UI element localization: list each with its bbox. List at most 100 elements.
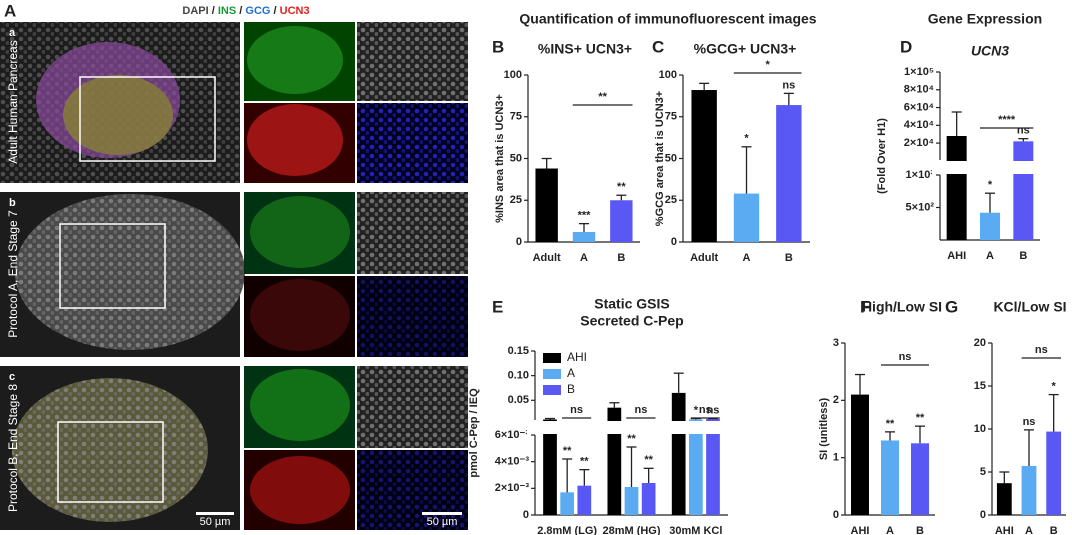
bar (996, 483, 1012, 515)
x-tick-label: Adult (533, 252, 561, 264)
y-tick-label: 75 (510, 111, 522, 123)
significance-label: ** (916, 412, 925, 424)
significance-label: ns (1023, 416, 1036, 428)
panel-letter: G (945, 297, 958, 316)
row-letter: c (9, 371, 15, 383)
y-tick-label: 6×10⁴ (904, 101, 934, 113)
bar (851, 394, 869, 515)
y-tick-label: 20 (974, 337, 986, 349)
scale-bar-label: 50 µm (427, 516, 458, 528)
x-tick-label: B (1050, 525, 1058, 535)
separator: / (270, 5, 279, 17)
x-tick-label: A (580, 252, 588, 264)
chart-title: UCN3 (971, 43, 1009, 59)
bar (577, 485, 592, 515)
significance-label: ns (1017, 125, 1030, 137)
bar (607, 407, 622, 515)
bar (610, 200, 633, 242)
significance-label: ** (563, 445, 572, 457)
row-label: Protocol A, End Stage 7 (6, 210, 20, 338)
row-letter: b (9, 197, 16, 209)
panel-letter: B (492, 37, 504, 56)
comparison-label: ns (570, 404, 583, 416)
significance-label: ** (886, 418, 895, 430)
significance-label: *** (578, 210, 592, 222)
x-tick-label: A (986, 250, 994, 262)
y-tick-label: 50 (665, 152, 677, 164)
x-tick-label: AHI (995, 525, 1014, 535)
bar (671, 392, 686, 515)
y-tick-label: 100 (659, 69, 677, 81)
channel: DAPI (182, 5, 208, 17)
legend-label: A (567, 366, 575, 380)
comparison-label: ns (635, 404, 648, 416)
y-tick-label: 0 (516, 236, 522, 248)
comparison-label: **** (998, 114, 1016, 126)
y-tick-label: 2×10⁻³ (495, 482, 530, 494)
y-axis-label: %INS area that is UCN3+ (494, 94, 506, 223)
panel-letter: C (652, 37, 664, 56)
legend-swatch (543, 385, 561, 395)
significance-label: ** (644, 454, 653, 466)
x-tick-label: AHI (851, 525, 870, 535)
chart-subtitle: Secreted C-Pep (580, 313, 683, 329)
y-tick-label: 4×10⁻³ (495, 456, 530, 468)
chart-title: %INS+ UCN3+ (538, 41, 632, 57)
bar (980, 212, 1000, 240)
y-tick-label: 1×10³ (906, 169, 935, 181)
bar (688, 419, 703, 515)
y-tick-label: 0 (980, 509, 986, 521)
bar (881, 440, 899, 515)
y-tick-label: 50 (510, 152, 522, 164)
y-tick-label: 75 (665, 111, 677, 123)
micrographs (0, 22, 468, 530)
significance-label: ** (627, 433, 636, 445)
bar (1021, 465, 1037, 515)
chart-title: %GCG+ UCN3+ (694, 41, 797, 57)
y-tick-label: 1×10⁵ (904, 66, 934, 78)
bar (1013, 141, 1034, 240)
y-tick-label: 15 (974, 380, 986, 392)
y-tick-label: 4×10⁴ (904, 119, 934, 131)
y-tick-label: 3 (833, 337, 839, 349)
y-axis-label: (Fold Over H1) (876, 118, 888, 194)
y-tick-label: 0 (833, 509, 839, 521)
bar (1046, 431, 1062, 515)
y-tick-label: 0 (671, 236, 677, 248)
section-heading: Quantification of immunofluorescent imag… (519, 11, 816, 27)
comparison-label: ns (699, 404, 712, 416)
bar (641, 483, 656, 515)
significance-label: ns (707, 404, 720, 416)
axis-break (527, 421, 730, 434)
x-tick-label: B (617, 252, 625, 264)
y-axis-label: %GCG area that is UCN3+ (654, 91, 666, 226)
y-tick-label: 0.05 (508, 394, 529, 406)
y-tick-label: 25 (665, 194, 677, 206)
bar (624, 487, 639, 515)
comparison-label: ** (598, 91, 607, 103)
chart-title: High/Low SI (862, 299, 942, 315)
panel-letter: D (900, 37, 912, 56)
chart-title: Static GSIS (594, 296, 669, 312)
y-tick-label: 8×10⁴ (904, 84, 934, 96)
panel-letter: E (492, 297, 503, 316)
y-axis-label: pmol C-Pep / IEQ (468, 388, 480, 478)
y-tick-label: 5 (980, 466, 986, 478)
bar (691, 90, 717, 242)
x-tick-label: B (785, 252, 793, 264)
row-letter: a (9, 27, 16, 39)
x-tick-label: 2.8mM (LG) (537, 525, 597, 535)
y-tick-label: 0 (523, 509, 529, 521)
significance-label: * (694, 404, 699, 416)
x-tick-label: B (916, 525, 924, 535)
channel: INS (218, 5, 236, 17)
x-tick-label: A (1025, 525, 1033, 535)
axis-break (932, 161, 1042, 174)
bar (535, 168, 558, 242)
bar (543, 419, 557, 515)
section-heading: Gene Expression (928, 11, 1042, 27)
legend-label: AHI (567, 350, 587, 364)
x-tick-label: B (1019, 250, 1027, 262)
row-label: Adult Human Pancreas (6, 40, 20, 163)
bar (560, 492, 575, 515)
